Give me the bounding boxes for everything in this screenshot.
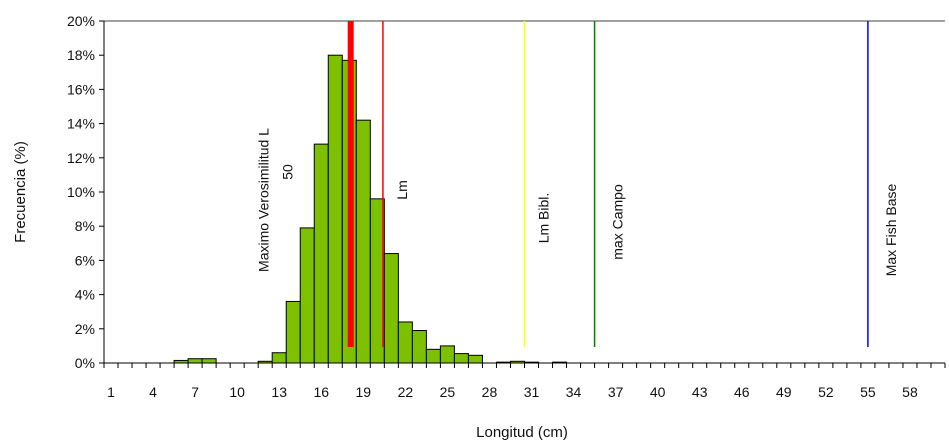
x-tick-label: 4 [149, 384, 157, 400]
histogram-bar [257, 360, 273, 364]
reference-line-label: max Campo [610, 184, 626, 260]
y-tick-label: 10% [67, 184, 95, 200]
y-tick-label: 12% [67, 150, 95, 166]
histogram-bar [552, 361, 568, 364]
histogram-bar [187, 358, 203, 364]
x-tick-label: 55 [860, 384, 876, 400]
histogram-bar [509, 360, 526, 364]
x-axis-title: Longitud (cm) [476, 424, 568, 441]
histogram-bar [327, 54, 343, 364]
histogram-bar [495, 361, 511, 364]
tick-labels-layer: 0% 2% 4% 6% 8% 10% 12% 14% 16% 18% 20% 1 4 7 10 13 16 19 2… [67, 13, 918, 400]
y-axis-title: Frecuencia (%) [12, 141, 29, 243]
x-tick-label: 19 [356, 384, 372, 400]
x-tick-label: 10 [229, 384, 245, 400]
y-tick-label: 6% [75, 252, 95, 268]
x-tick-label: 34 [566, 384, 582, 400]
histogram-bar [173, 359, 189, 364]
histogram-bar [285, 300, 301, 364]
axes-layer [99, 20, 946, 368]
y-tick-label: 8% [75, 218, 95, 234]
x-tick-label: 43 [692, 384, 708, 400]
x-tick-label: 46 [734, 384, 750, 400]
histogram-bar [524, 361, 540, 364]
reference-line-label: Lm [394, 180, 410, 199]
y-tick-label: 2% [75, 321, 95, 337]
y-tick-label: 20% [67, 13, 95, 29]
x-tick-label: 22 [398, 384, 414, 400]
histogram-bar [355, 119, 371, 364]
y-tick-label: 4% [75, 287, 95, 303]
x-tick-label: 58 [902, 384, 918, 400]
histogram-bar [425, 348, 441, 364]
y-tick-label: 14% [67, 116, 95, 132]
x-tick-label: 49 [776, 384, 792, 400]
y-tick-label: 16% [67, 81, 95, 97]
x-tick-label: 37 [608, 384, 624, 400]
y-tick-label: 0% [75, 355, 95, 371]
y-tick-label: 18% [67, 47, 95, 63]
histogram-bar [299, 227, 315, 364]
x-tick-label: 16 [313, 384, 329, 400]
x-tick-label: 31 [524, 384, 540, 400]
histogram-bar [439, 345, 455, 364]
reference-line-label: Max Fish Base [883, 183, 899, 276]
histogram-bar [201, 358, 217, 364]
x-tick-label: 25 [440, 384, 456, 400]
bars-layer [173, 54, 568, 364]
reference-line-sublabel: 50 [280, 164, 296, 180]
histogram-bar [411, 330, 427, 364]
histogram-bar [397, 321, 413, 364]
histogram-bar [313, 143, 329, 364]
x-tick-label: 7 [191, 384, 199, 400]
reference-line-label: Lm Bibl. [536, 193, 552, 244]
histogram-bar [453, 353, 469, 364]
histogram-bar [271, 352, 287, 364]
x-tick-label: 52 [818, 384, 834, 400]
x-tick-label: 13 [271, 384, 287, 400]
x-tick-label: 1 [107, 384, 115, 400]
x-tick-label: 28 [482, 384, 498, 400]
reference-line-label: Maximo Verosimilitud L [256, 128, 272, 272]
histogram-bar [383, 253, 399, 364]
histogram-bar [467, 354, 483, 364]
x-tick-label: 40 [650, 384, 666, 400]
reference-lines-layer: Maximo Verosimilitud L 50 Lm Lm Bibl. max Ca… [256, 21, 899, 347]
